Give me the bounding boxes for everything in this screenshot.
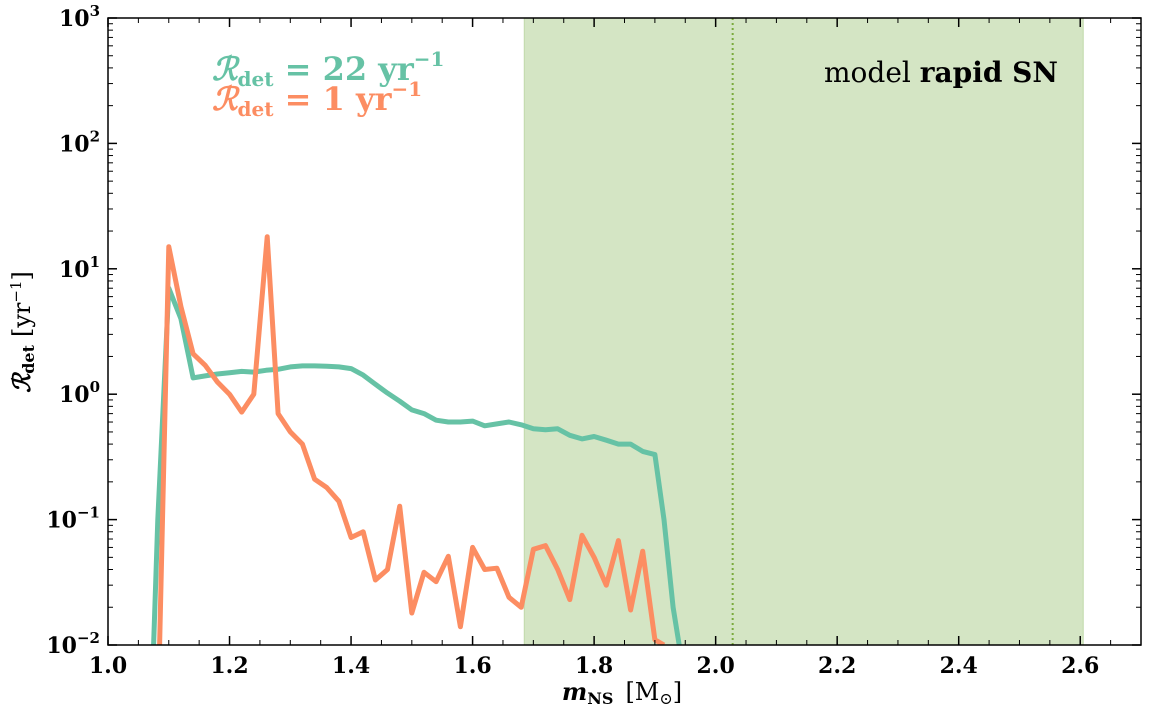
tick-layer: 1.0 1.2 1.4 1.6 1.8 2.0 2.2 2.4 2.6 10−2 10−1 100 10… (46, 2, 1142, 679)
shaded-region-layer (523, 17, 1084, 646)
x-tick-label: 1.0 (89, 653, 127, 679)
x-tick-label: 1.8 (575, 653, 613, 679)
y-tick-label: 102 (59, 127, 100, 157)
x-axis-label: mNS [M⊙] (562, 677, 682, 708)
y-axis-label: ℛdet[yr−1] (7, 271, 38, 393)
legend-entry-1: ℛdet = 22 yr−1 (212, 47, 444, 91)
x-tick-label: 2.4 (940, 653, 978, 679)
series-line-2 (157, 234, 666, 645)
x-tick-label: 2.6 (1061, 653, 1099, 679)
x-tick-label: 1.4 (332, 653, 370, 679)
shaded-region (523, 17, 1084, 646)
y-tick-label: 10−2 (46, 629, 100, 659)
series-line-1 (151, 285, 682, 645)
x-tick-label: 1.6 (453, 653, 491, 679)
x-tick-label: 2.2 (818, 653, 856, 679)
y-tick-label: 101 (59, 253, 100, 283)
x-tick-label: 1.2 (210, 653, 248, 679)
y-tick-label: 100 (59, 378, 100, 408)
model-annotation: model rapid SN (824, 56, 1058, 89)
legend-entry-2: ℛdet = 1 yr−1 (212, 77, 422, 121)
series-layer (151, 234, 682, 645)
y-tick-label: 10−1 (46, 504, 100, 534)
legend: ℛdet = 22 yr−1 ℛdet = 1 yr−1 (212, 47, 444, 121)
y-tick-label: 103 (59, 2, 100, 32)
x-tick-label: 2.0 (697, 653, 735, 679)
